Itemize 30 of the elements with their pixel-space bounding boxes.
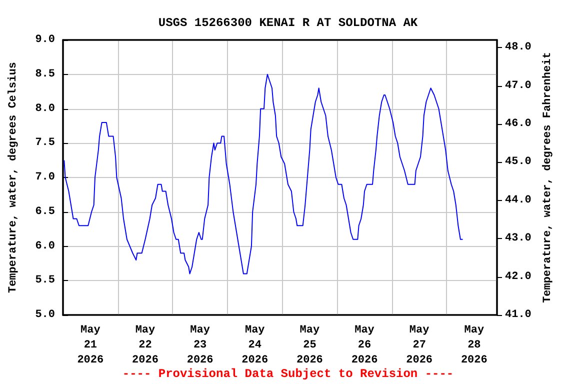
y2-tick-label: 42.0: [505, 270, 532, 283]
y-tick-label: 6.0: [35, 240, 55, 252]
y2-tick-label: 48.0: [505, 42, 532, 54]
x-tick-label: May 27 2026: [406, 324, 433, 366]
y2-tick-label: 41.0: [505, 309, 532, 321]
y2-axis-title: Temperature, water, degrees Fahrenheit: [542, 52, 554, 303]
y-tick-label: 8.5: [35, 68, 56, 80]
y2-tick-label: 46.0: [505, 118, 532, 130]
x-tick-label: May 24 2026: [242, 324, 268, 366]
y2-tick-label: 47.0: [505, 80, 532, 92]
y2-tick-label: 43.0: [505, 232, 532, 245]
text: ---- Provisional Data Subject to Revision ----: [122, 367, 454, 381]
y-axis-title: Temperature, water, degrees Celsius: [8, 62, 20, 294]
y2-tick-label: 44.0: [505, 194, 532, 206]
chart-title: USGS 15266300 KENAI R AT SOLDOTNA AK: [158, 16, 418, 30]
x-tick-label: May 22 2026: [132, 324, 158, 366]
y-tick-label: 6.5: [35, 206, 56, 218]
y-tick-label: 5.5: [35, 274, 56, 287]
y-tick-label: 8.0: [35, 102, 55, 115]
x-tick-label: May 28 2026: [460, 324, 488, 366]
y-tick-label: 7.5: [35, 137, 56, 150]
x-tick-label: May 26 2026: [351, 324, 378, 366]
x-tick-label: May 25 2026: [296, 324, 323, 366]
y-tick-label: 7.0: [35, 172, 55, 184]
y2-tick-label: 45.0: [505, 156, 532, 168]
x-tick-label: May 21 2026: [77, 324, 104, 366]
x-tick-label: May 23 2026: [186, 324, 214, 366]
line-series: [64, 74, 464, 274]
y-tick-label: 9.0: [35, 34, 55, 46]
y-tick-label: 5.0: [35, 309, 55, 321]
